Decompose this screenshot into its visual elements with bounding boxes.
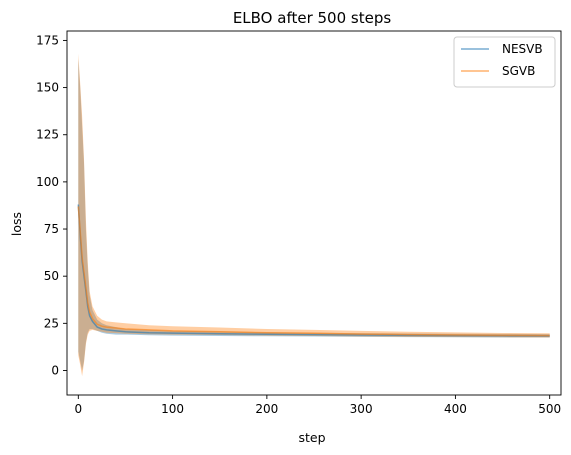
y-tick-label: 50 [44, 269, 59, 283]
x-axis-ticks: 0 100 200 300 400 500 [74, 395, 561, 416]
y-tick-label: 150 [36, 81, 59, 95]
y-tick-label: 25 [44, 316, 59, 330]
y-tick-label: 175 [36, 33, 59, 47]
x-tick-label: 100 [161, 402, 184, 416]
legend-label-0: NESVB [502, 42, 543, 56]
y-axis-label: loss [9, 212, 24, 236]
x-tick-label: 0 [74, 402, 82, 416]
x-tick-label: 500 [538, 402, 561, 416]
legend: NESVB SGVB [453, 36, 556, 88]
y-axis-ticks: 0 25 50 75 100 125 150 175 [36, 33, 67, 377]
legend-label-1: SGVB [502, 64, 535, 78]
x-tick-label: 300 [350, 402, 373, 416]
y-tick-label: 125 [36, 128, 59, 142]
series-line-1 [77, 206, 550, 337]
x-tick-label: 200 [255, 402, 278, 416]
series-lines [77, 204, 550, 337]
plot-frame [66, 30, 562, 396]
y-tick-label: 100 [36, 175, 59, 189]
x-tick-label: 400 [444, 402, 467, 416]
chart-title: ELBO after 500 steps [233, 9, 392, 27]
x-axis-label: step [298, 430, 325, 445]
y-tick-label: 0 [51, 363, 59, 377]
y-tick-label: 75 [44, 222, 59, 236]
